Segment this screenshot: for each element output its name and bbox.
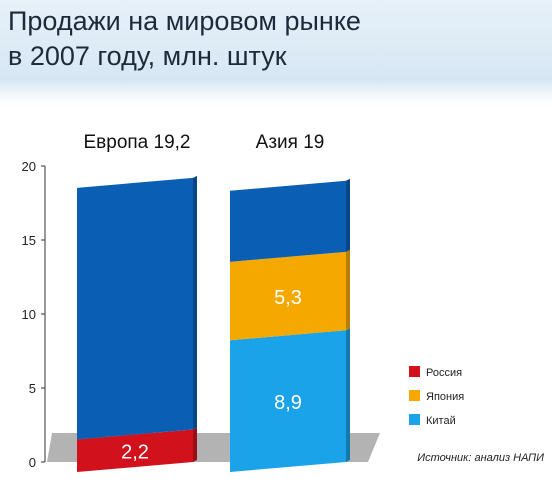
legend-swatch (409, 390, 420, 401)
data-label: 8,9 (274, 392, 302, 414)
legend-label: Китай (426, 415, 456, 427)
y-tick-label: 0 (29, 455, 36, 470)
bar-segment (77, 429, 193, 472)
legend-label: Япония (426, 391, 464, 403)
y-tick-label: 20 (22, 159, 36, 174)
header-fade (0, 80, 552, 102)
chart-title: Продажи на мировом рынке в 2007 году, мл… (8, 6, 361, 71)
y-tick-label: 5 (29, 381, 36, 396)
bar-segment (230, 180, 346, 262)
data-label: 2,2 (121, 442, 149, 464)
bar-side (346, 178, 350, 252)
category-labels: Европа 19,2 Азия 19 (83, 132, 324, 153)
header-band (0, 0, 552, 80)
legend-label: Россия (426, 367, 462, 379)
category-label: Европа 19,2 (83, 132, 190, 153)
legend: Россия Япония Китай (409, 366, 464, 427)
bar-side (346, 328, 350, 462)
bar-segment (230, 330, 346, 472)
bar-side (193, 175, 197, 430)
bar-segment (230, 251, 346, 341)
category-label: Азия 19 (256, 132, 325, 153)
source-note: Источник: анализ НАПИ (417, 452, 544, 464)
bar-side (193, 427, 197, 462)
legend-swatch (409, 414, 420, 425)
bar-segment (77, 177, 193, 440)
bar-side (346, 249, 350, 331)
data-label: 5,3 (274, 287, 302, 309)
y-axis-ticks: 0 5 10 15 20 (22, 159, 45, 470)
y-tick-label: 10 (22, 307, 36, 322)
bars: 2,2 8,9 5,3 (77, 175, 350, 472)
y-tick-label: 15 (22, 233, 36, 248)
legend-swatch (409, 366, 420, 377)
